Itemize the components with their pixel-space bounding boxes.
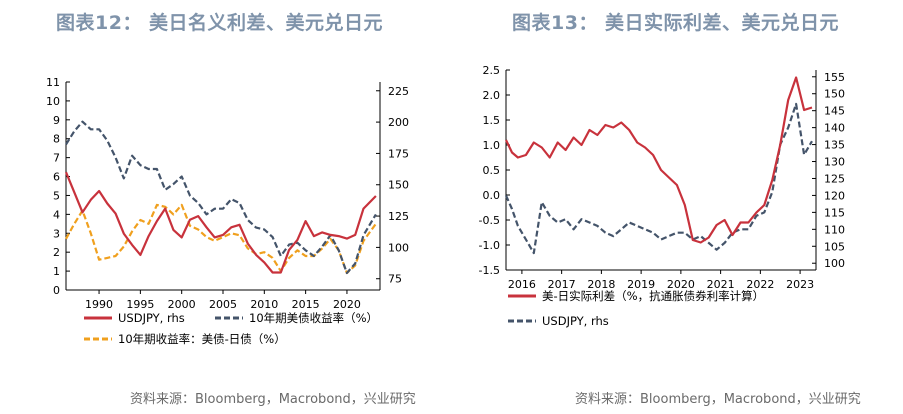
chart-2-left-tick-label: 0.0 xyxy=(483,189,501,202)
chart-2-right-tick-label: 150 xyxy=(824,88,845,101)
chart-1-right-tick-label: 150 xyxy=(388,179,409,192)
chart-2-x-tick-label: 2023 xyxy=(786,278,814,291)
chart-2-left-tick-label: 1.0 xyxy=(483,139,501,152)
chart-2-x-tick-label: 2022 xyxy=(746,278,774,291)
chart-1-left-tick-label: 2 xyxy=(53,246,60,259)
chart-1-source: 资料来源：Bloomberg，Macrobond，兴业研究 xyxy=(130,392,416,407)
chart-2-left-tick-label: 2.0 xyxy=(483,89,501,102)
chart-1-legend-label-3: 10年期收益率：美债-日债（%） xyxy=(118,332,286,346)
chart-2-title: 图表13： 美日实际利差、美元兑日元 xyxy=(512,12,840,34)
chart-1-left-tick-label: 0 xyxy=(53,284,60,297)
chart-1-x-tick-label: 2015 xyxy=(292,298,320,311)
chart-1-x-tick-label: 2000 xyxy=(168,298,196,311)
chart-1-right-tick-label: 125 xyxy=(388,210,409,223)
chart-2-legend-label-2: USDJPY, rhs xyxy=(542,314,609,328)
chart-1-x-tick-label: 1990 xyxy=(85,298,113,311)
chart-1-left-tick-label: 9 xyxy=(53,114,60,127)
chart-2-left-tick-label: 2.5 xyxy=(483,64,501,77)
chart-1-right-tick-label: 100 xyxy=(388,241,409,254)
chart-2-x-tick-label: 2019 xyxy=(627,278,655,291)
chart-1-left-tick-label: 11 xyxy=(46,76,60,89)
chart-1-left-tick-label: 8 xyxy=(53,133,60,146)
chart-2-right-tick-label: 130 xyxy=(824,156,845,169)
chart-1-left-tick-label: 10 xyxy=(46,95,60,108)
chart-1-right-tick-label: 225 xyxy=(388,85,409,98)
chart-2-x-tick-label: 2020 xyxy=(667,278,695,291)
chart-2-series-2-line xyxy=(504,102,813,255)
chart-2-x-tick-label: 2016 xyxy=(508,278,536,291)
chart-1-x-tick-label: 2010 xyxy=(250,298,278,311)
chart-1-legend-label-2: 10年期美债收益率（%） xyxy=(249,311,378,325)
chart-2-right-tick-label: 115 xyxy=(824,206,845,219)
chart-2-right-tick-label: 125 xyxy=(824,172,845,185)
chart-1-x-tick-label: 2020 xyxy=(333,298,361,311)
chart-1-left-tick-label: 4 xyxy=(53,208,60,221)
chart-1-left-tick-label: 6 xyxy=(53,171,60,184)
chart-1-right-tick-label: 75 xyxy=(388,273,402,286)
chart-2-x-tick-label: 2021 xyxy=(707,278,735,291)
chart-2-x-tick-label: 2018 xyxy=(587,278,615,291)
chart-1-right-tick-label: 175 xyxy=(388,147,409,160)
chart-2-left-tick-label: 1.5 xyxy=(483,114,501,127)
chart-1-title: 图表12： 美日名义利差、美元兑日元 xyxy=(56,12,384,34)
chart-2-source: 资料来源：Bloomberg，Macrobond，兴业研究 xyxy=(575,392,861,407)
chart-2-right-tick-label: 135 xyxy=(824,139,845,152)
chart-2-right-tick-label: 120 xyxy=(824,189,845,202)
chart-2-right-tick-label: 110 xyxy=(824,223,845,236)
chart-1-right-tick-label: 200 xyxy=(388,116,409,129)
chart-2-series-1-line xyxy=(505,76,813,244)
chart-2-right-tick-label: 155 xyxy=(824,71,845,84)
chart-2-left-tick-label: -1.0 xyxy=(479,239,500,252)
chart-1-legend-label-1: USDJPY, rhs xyxy=(118,311,185,325)
chart-2-x-tick-label: 2017 xyxy=(548,278,576,291)
chart-2-left-tick-label: -0.5 xyxy=(479,214,500,227)
chart-2-right-tick-label: 140 xyxy=(824,122,845,135)
chart-1-series-1-line xyxy=(64,171,377,274)
chart-1-left-tick-label: 1 xyxy=(53,265,60,278)
chart-2-right-tick-label: 105 xyxy=(824,240,845,253)
chart-2-right-tick-label: 145 xyxy=(824,105,845,118)
chart-2-left-tick-label: -1.5 xyxy=(479,264,500,277)
chart-2-left-tick-label: 0.5 xyxy=(483,164,501,177)
chart-1-left-tick-label: 5 xyxy=(53,189,60,202)
chart-1-left-tick-label: 3 xyxy=(53,227,60,240)
chart-1-x-tick-label: 1995 xyxy=(126,298,154,311)
chart-1-series-2-line xyxy=(65,120,377,275)
chart-1-x-tick-label: 2005 xyxy=(209,298,237,311)
chart-2-legend-label-1: 美-日实际利差（%，抗通胀债券利率计算） xyxy=(542,289,764,303)
chart-2-right-tick-label: 100 xyxy=(824,257,845,270)
chart-1-series-3-line xyxy=(65,203,377,275)
chart-1-left-tick-label: 7 xyxy=(53,152,60,165)
